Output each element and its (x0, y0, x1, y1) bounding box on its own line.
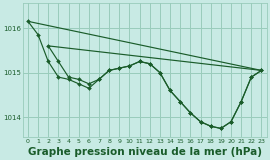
X-axis label: Graphe pression niveau de la mer (hPa): Graphe pression niveau de la mer (hPa) (28, 147, 262, 156)
